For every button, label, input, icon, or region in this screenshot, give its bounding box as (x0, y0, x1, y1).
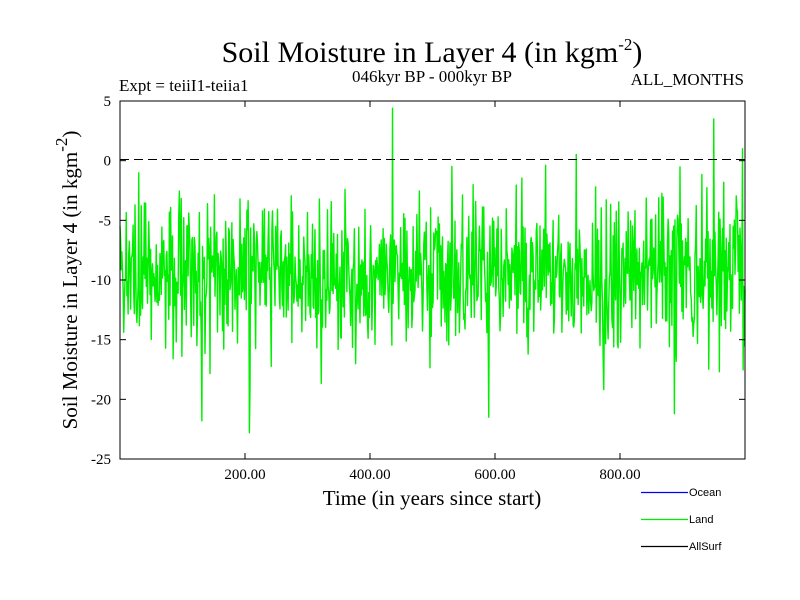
x-tick-label: 400.00 (349, 467, 390, 483)
legend: Ocean Land AllSurf (641, 487, 722, 553)
y-tick-label: -25 (91, 452, 111, 468)
legend-label-allsurf: AllSurf (689, 541, 722, 553)
series-line-land (119, 107, 746, 434)
y-tick-label: 5 (104, 94, 112, 110)
x-tick-label: 800.00 (599, 467, 640, 483)
period-label: 046kyr BP - 000kyr BP (352, 67, 512, 86)
y-tick-label: -20 (91, 392, 111, 408)
expt-label: Expt = teiiI1-teiia1 (119, 76, 249, 95)
x-tick-label: 200.00 (224, 467, 265, 483)
y-axis-label: Soil Moisture in Layer 4 (in kgm-2) (52, 131, 82, 430)
series-layer (119, 107, 746, 434)
months-label: ALL_MONTHS (631, 70, 744, 89)
y-tick-label: -10 (91, 273, 111, 289)
y-tick-label: 0 (104, 154, 112, 170)
y-tick-label: -5 (99, 213, 112, 229)
y-tick-label: -15 (91, 333, 111, 349)
chart-title: Soil Moisture in Layer 4 (in kgm-2) (222, 35, 643, 69)
ticks-layer: 5 0 -5 -10 -15 -20 -25 200.00 400.00 600.00 800.00 (91, 94, 745, 483)
x-axis-label: Time (in years since start) (323, 486, 542, 510)
legend-label-land: Land (689, 514, 713, 526)
legend-label-ocean: Ocean (689, 487, 721, 499)
x-tick-label: 600.00 (474, 467, 515, 483)
